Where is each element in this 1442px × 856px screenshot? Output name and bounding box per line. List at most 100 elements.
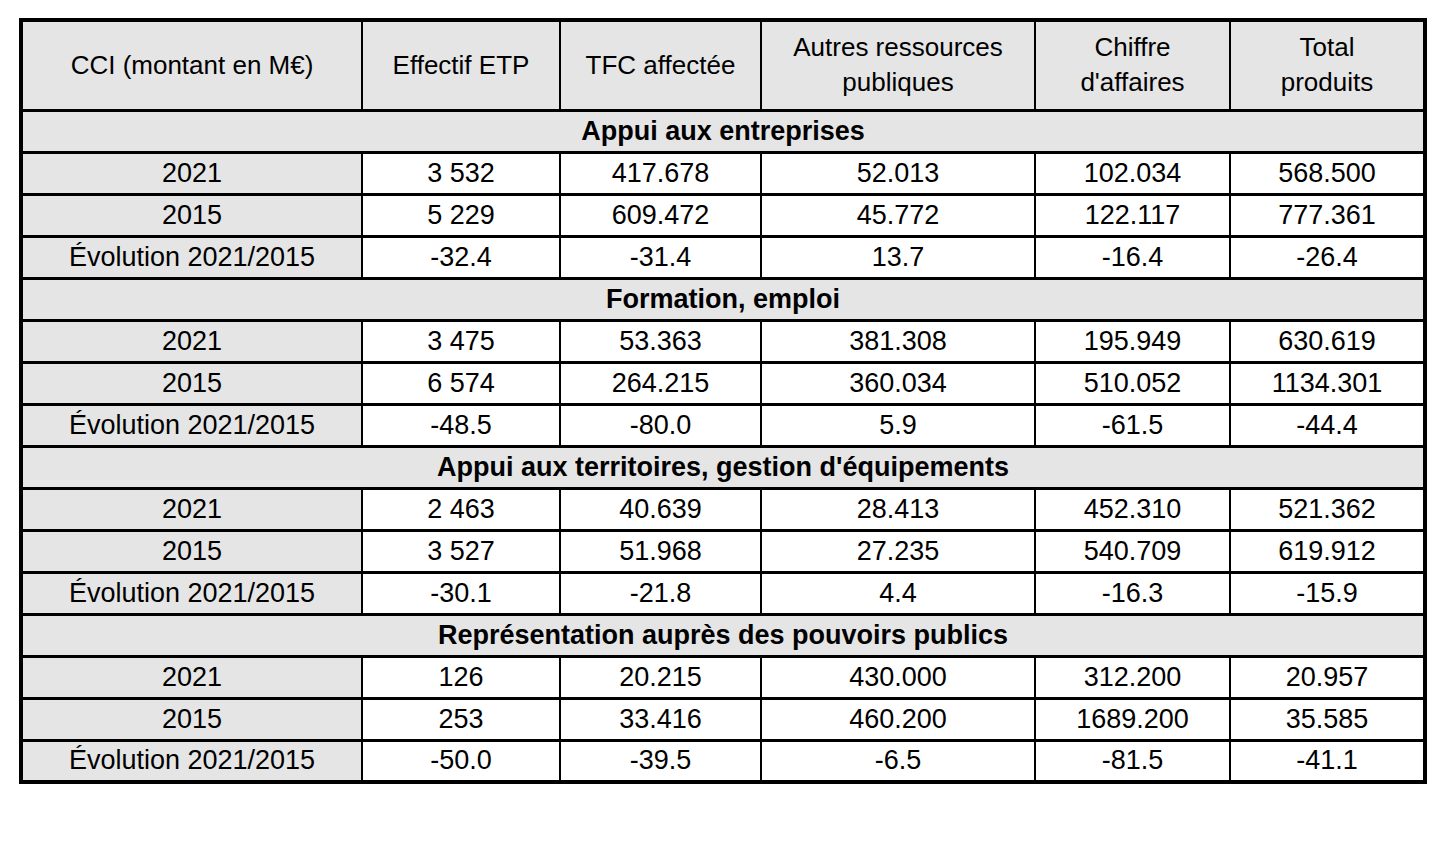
data-cell: -16.3	[1035, 572, 1230, 614]
column-header-3: TFC affectée	[560, 20, 761, 110]
section-title: Appui aux territoires, gestion d'équipem…	[21, 446, 1425, 488]
data-cell: 430.000	[761, 656, 1035, 698]
table-row: 20156 574264.215360.034510.0521134.301	[21, 362, 1425, 404]
data-cell: 122.117	[1035, 194, 1230, 236]
section-row: Représentation auprès des pouvoirs publi…	[21, 614, 1425, 656]
data-cell: 102.034	[1035, 152, 1230, 194]
table-body: Appui aux entreprises20213 532417.67852.…	[21, 110, 1425, 782]
column-header-label: Total produits	[1265, 30, 1390, 100]
data-cell: 40.639	[560, 488, 761, 530]
data-cell: 452.310	[1035, 488, 1230, 530]
data-cell: 13.7	[761, 236, 1035, 278]
data-cell: -16.4	[1035, 236, 1230, 278]
data-cell: 20.215	[560, 656, 761, 698]
cci-results-table: CCI (montant en M€)Effectif ETPTFC affec…	[19, 18, 1427, 784]
data-cell: 619.912	[1230, 530, 1425, 572]
data-cell: 1689.200	[1035, 698, 1230, 740]
data-cell: 53.363	[560, 320, 761, 362]
data-cell: 33.416	[560, 698, 761, 740]
row-label: Évolution 2021/2015	[21, 404, 362, 446]
column-header-label: Effectif ETP	[363, 48, 559, 83]
data-cell: 4.4	[761, 572, 1035, 614]
data-cell: -61.5	[1035, 404, 1230, 446]
data-cell: 3 527	[362, 530, 560, 572]
data-cell: 510.052	[1035, 362, 1230, 404]
data-cell: 2 463	[362, 488, 560, 530]
row-label: 2021	[21, 656, 362, 698]
data-cell: -41.1	[1230, 740, 1425, 782]
data-cell: 5.9	[761, 404, 1035, 446]
data-cell: 195.949	[1035, 320, 1230, 362]
data-cell: 6 574	[362, 362, 560, 404]
data-cell: 264.215	[560, 362, 761, 404]
column-header-5: Chiffre d'affaires	[1035, 20, 1230, 110]
column-header-6: Total produits	[1230, 20, 1425, 110]
column-header-2: Effectif ETP	[362, 20, 560, 110]
data-cell: 35.585	[1230, 698, 1425, 740]
data-cell: 568.500	[1230, 152, 1425, 194]
table-row: Évolution 2021/2015-48.5-80.05.9-61.5-44…	[21, 404, 1425, 446]
section-row: Appui aux entreprises	[21, 110, 1425, 152]
data-cell: 27.235	[761, 530, 1035, 572]
data-cell: -26.4	[1230, 236, 1425, 278]
data-cell: 312.200	[1035, 656, 1230, 698]
row-label: 2021	[21, 320, 362, 362]
page: CCI (montant en M€)Effectif ETPTFC affec…	[0, 0, 1442, 856]
data-cell: 777.361	[1230, 194, 1425, 236]
data-cell: -80.0	[560, 404, 761, 446]
data-cell: 20.957	[1230, 656, 1425, 698]
data-cell: 3 532	[362, 152, 560, 194]
data-cell: -44.4	[1230, 404, 1425, 446]
data-cell: 609.472	[560, 194, 761, 236]
data-cell: -21.8	[560, 572, 761, 614]
section-title: Formation, emploi	[21, 278, 1425, 320]
data-cell: 460.200	[761, 698, 1035, 740]
row-label: Évolution 2021/2015	[21, 740, 362, 782]
row-label: 2015	[21, 530, 362, 572]
data-cell: 253	[362, 698, 560, 740]
data-cell: 28.413	[761, 488, 1035, 530]
data-cell: 417.678	[560, 152, 761, 194]
row-label: 2021	[21, 152, 362, 194]
data-cell: 360.034	[761, 362, 1035, 404]
data-cell: -50.0	[362, 740, 560, 782]
header-row: CCI (montant en M€)Effectif ETPTFC affec…	[21, 20, 1425, 110]
data-cell: -15.9	[1230, 572, 1425, 614]
data-cell: 52.013	[761, 152, 1035, 194]
row-label: 2015	[21, 362, 362, 404]
section-row: Formation, emploi	[21, 278, 1425, 320]
section-row: Appui aux territoires, gestion d'équipem…	[21, 446, 1425, 488]
data-cell: -39.5	[560, 740, 761, 782]
table-row: Évolution 2021/2015-50.0-39.5-6.5-81.5-4…	[21, 740, 1425, 782]
column-header-label: Chiffre d'affaires	[1060, 30, 1205, 100]
data-cell: -48.5	[362, 404, 560, 446]
data-cell: 51.968	[560, 530, 761, 572]
table-row: 201525333.416460.2001689.20035.585	[21, 698, 1425, 740]
data-cell: 1134.301	[1230, 362, 1425, 404]
row-label: 2015	[21, 698, 362, 740]
table-row: 20153 52751.96827.235540.709619.912	[21, 530, 1425, 572]
data-cell: 521.362	[1230, 488, 1425, 530]
table-row: Évolution 2021/2015-32.4-31.413.7-16.4-2…	[21, 236, 1425, 278]
data-cell: -31.4	[560, 236, 761, 278]
table-row: 202112620.215430.000312.20020.957	[21, 656, 1425, 698]
section-title: Représentation auprès des pouvoirs publi…	[21, 614, 1425, 656]
column-header-label: CCI (montant en M€)	[23, 48, 361, 83]
row-label: Évolution 2021/2015	[21, 236, 362, 278]
data-cell: -32.4	[362, 236, 560, 278]
data-cell: 381.308	[761, 320, 1035, 362]
data-cell: 45.772	[761, 194, 1035, 236]
row-label: 2021	[21, 488, 362, 530]
table-row: 20213 47553.363381.308195.949630.619	[21, 320, 1425, 362]
table-row: 20212 46340.63928.413452.310521.362	[21, 488, 1425, 530]
row-label: 2015	[21, 194, 362, 236]
data-cell: -30.1	[362, 572, 560, 614]
column-header-4: Autres ressources publiques	[761, 20, 1035, 110]
data-cell: -6.5	[761, 740, 1035, 782]
data-cell: 630.619	[1230, 320, 1425, 362]
table-row: Évolution 2021/2015-30.1-21.84.4-16.3-15…	[21, 572, 1425, 614]
data-cell: -81.5	[1035, 740, 1230, 782]
data-cell: 126	[362, 656, 560, 698]
data-cell: 540.709	[1035, 530, 1230, 572]
data-cell: 3 475	[362, 320, 560, 362]
